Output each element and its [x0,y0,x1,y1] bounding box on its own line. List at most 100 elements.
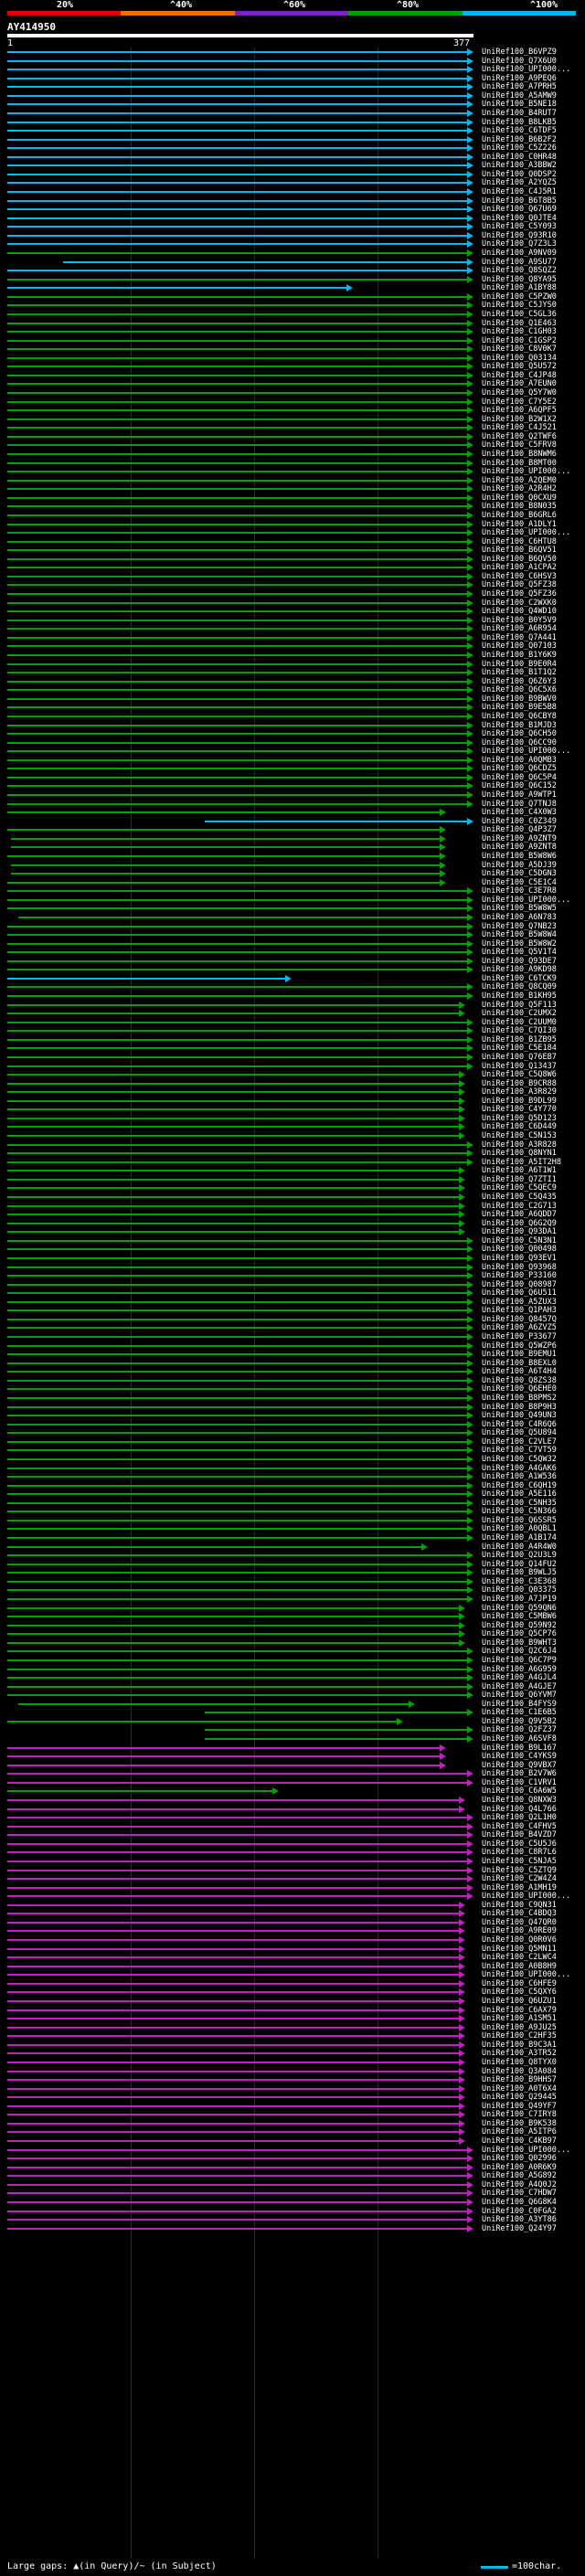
hit-bar[interactable] [11,864,441,866]
hit-accession-link[interactable]: UniRef100_Q7TNJ8 [482,799,557,809]
hit-row[interactable]: UniRef100_B5W8W5 [0,904,585,913]
hit-bar[interactable] [7,1117,460,1119]
hit-bar[interactable] [7,619,468,621]
hit-bar[interactable] [7,304,468,307]
hit-accession-link[interactable]: UniRef100_B5W8W2 [482,938,557,949]
hit-accession-link[interactable]: UniRef100_Q5CP76 [482,1629,557,1639]
hit-bar[interactable] [7,1362,468,1364]
hit-bar[interactable] [7,1720,398,1723]
hit-accession-link[interactable]: UniRef100_A6T4H4 [482,1367,557,1377]
hit-row[interactable]: UniRef100_Q03134 [0,354,585,363]
hit-bar[interactable] [7,1055,468,1058]
hit-row[interactable]: UniRef100_A1MH19 [0,1883,585,1892]
hit-accession-link[interactable]: UniRef100_B9C3A1 [482,2040,557,2050]
hit-accession-link[interactable]: UniRef100_A4Q0J2 [482,2179,557,2189]
hit-accession-link[interactable]: UniRef100_A2QEM0 [482,475,557,485]
hit-row[interactable]: UniRef100_Q7Z3L3 [0,239,585,249]
hit-accession-link[interactable]: UniRef100_A9SU77 [482,257,557,267]
hit-accession-link[interactable]: UniRef100_Q5U894 [482,1428,557,1438]
hit-bar[interactable] [7,1659,468,1661]
hit-bar[interactable] [7,1091,460,1094]
hit-bar[interactable] [7,706,468,709]
hit-accession-link[interactable]: UniRef100_C4YKS9 [482,1752,557,1762]
hit-accession-link[interactable]: UniRef100_C1GSP2 [482,335,557,345]
hit-accession-link[interactable]: UniRef100_Q1E463 [482,318,557,328]
hit-row[interactable]: UniRef100_C4J5R1 [0,187,585,196]
hit-row[interactable]: UniRef100_Q5Y7W0 [0,388,585,398]
hit-bar[interactable] [7,243,468,246]
hit-accession-link[interactable]: UniRef100_C7IRY8 [482,2110,557,2120]
hit-bar[interactable] [7,1790,274,1793]
hit-accession-link[interactable]: UniRef100_C5QEC9 [482,1183,557,1193]
hit-bar[interactable] [7,715,468,717]
hit-bar[interactable] [7,322,468,324]
hit-row[interactable]: UniRef100_Q5F113 [0,1001,585,1010]
hit-bar[interactable] [7,505,468,508]
hit-bar[interactable] [7,1799,460,1801]
hit-bar[interactable] [7,199,468,202]
hit-accession-link[interactable]: UniRef100_Q5MN11 [482,1944,557,1954]
hit-bar[interactable] [7,130,468,133]
hit-row[interactable]: UniRef100_Q0R0V6 [0,1935,585,1945]
hit-row[interactable]: UniRef100_B9WHT3 [0,1638,585,1648]
hit-accession-link[interactable]: UniRef100_Q02996 [482,2154,557,2164]
hit-bar[interactable] [7,313,468,315]
hit-row[interactable]: UniRef100_C5GL36 [0,310,585,319]
hit-bar[interactable] [7,628,468,631]
hit-accession-link[interactable]: UniRef100_C5QXY6 [482,1988,557,1998]
hit-bar[interactable] [7,2070,460,2072]
hit-row[interactable]: UniRef100_C6AX79 [0,2006,585,2015]
hit-bar[interactable] [7,356,468,359]
hit-row[interactable]: UniRef100_C5Z226 [0,143,585,153]
hit-accession-link[interactable]: UniRef100_A6QPF5 [482,406,557,416]
hit-bar[interactable] [7,942,468,945]
hit-row[interactable]: UniRef100_C6TDF5 [0,126,585,135]
hit-bar[interactable] [7,1817,468,1819]
hit-accession-link[interactable]: UniRef100_A6SVF8 [482,1734,557,1744]
hit-accession-link[interactable]: UniRef100_Q03375 [482,1585,557,1595]
hit-row[interactable]: UniRef100_A6R954 [0,624,585,633]
hit-accession-link[interactable]: UniRef100_C5N153 [482,1131,557,1141]
hit-bar[interactable] [7,2219,468,2221]
hit-bar[interactable] [7,672,468,674]
hit-accession-link[interactable]: UniRef100_A9WTP1 [482,790,557,800]
hit-accession-link[interactable]: UniRef100_A3BBW2 [482,161,557,171]
hit-bar[interactable] [7,540,468,543]
hit-row[interactable]: UniRef100_C7Y5E2 [0,398,585,407]
hit-row[interactable]: UniRef100_C2WXK0 [0,599,585,608]
hit-accession-link[interactable]: UniRef100_Q2U3L9 [482,1551,557,1561]
hit-row[interactable]: UniRef100_Q6C7P9 [0,1656,585,1665]
hit-row[interactable]: UniRef100_Q5V1T4 [0,948,585,957]
hit-row[interactable]: UniRef100_Q9V5B2 [0,1717,585,1726]
hit-bar[interactable] [7,514,468,516]
hit-row[interactable]: UniRef100_A1DLY1 [0,520,585,529]
hit-row[interactable]: UniRef100_C2LWC4 [0,1953,585,1962]
hit-row[interactable]: UniRef100_B9DL99 [0,1097,585,1106]
hit-accession-link[interactable]: UniRef100_C4FHV5 [482,1821,557,1831]
hit-bar[interactable] [7,1353,468,1356]
hit-row[interactable]: UniRef100_B9HHS7 [0,2075,585,2084]
hit-accession-link[interactable]: UniRef100_Q8YA95 [482,274,557,284]
hit-bar[interactable] [7,1616,460,1618]
hit-accession-link[interactable]: UniRef100_C5Y093 [482,222,557,232]
hit-bar[interactable] [7,2052,460,2055]
hit-accession-link[interactable]: UniRef100_C6TCK9 [482,973,557,983]
hit-accession-link[interactable]: UniRef100_Q4WD10 [482,607,557,617]
hit-bar[interactable] [7,934,468,937]
hit-row[interactable]: UniRef100_Q8TYX0 [0,2058,585,2067]
hit-bar[interactable] [7,697,468,700]
hit-bar[interactable] [7,2157,468,2160]
hit-row[interactable]: UniRef100_Q03375 [0,1585,585,1595]
hit-row[interactable]: UniRef100_B4FYS9 [0,1700,585,1709]
hit-row[interactable]: UniRef100_C2W4Z4 [0,1874,585,1883]
hit-accession-link[interactable]: UniRef100_B9WHT3 [482,1638,557,1648]
hit-bar[interactable] [7,1493,468,1496]
hit-row[interactable]: UniRef100_Q6C5X6 [0,685,585,694]
hit-row[interactable]: UniRef100_Q4L766 [0,1805,585,1814]
hit-accession-link[interactable]: UniRef100_Q5U572 [482,362,557,372]
hit-row[interactable]: UniRef100_A7PRH5 [0,82,585,91]
hit-row[interactable]: UniRef100_A5ZUX3 [0,1298,585,1307]
hit-accession-link[interactable]: UniRef100_A9PEQ6 [482,73,557,83]
hit-bar[interactable] [7,1239,468,1242]
hit-row[interactable]: UniRef100_B6QV50 [0,555,585,564]
